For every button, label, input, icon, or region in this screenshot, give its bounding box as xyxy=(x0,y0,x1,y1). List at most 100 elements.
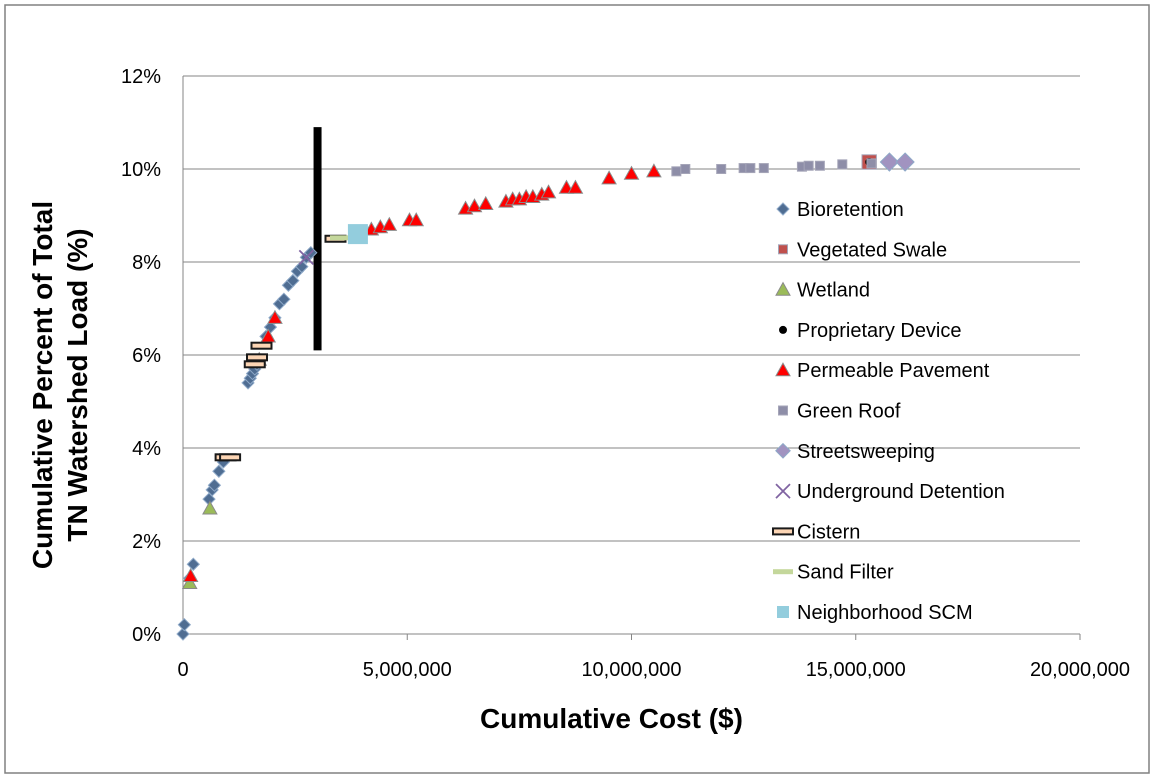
data-points xyxy=(176,152,915,641)
legend-marker-streetsweeping xyxy=(775,442,791,459)
legend-label-vegetated-swale: Vegetated Swale xyxy=(797,239,947,261)
x-axis-title: Cumulative Cost ($) xyxy=(480,703,743,734)
point-permeable-pavement-0 xyxy=(182,567,199,582)
point-permeable-pavement-10 xyxy=(466,198,483,213)
legend: Bioretention Vegetated Swale Wetland Propri… xyxy=(772,199,1005,624)
point-cistern-3 xyxy=(246,353,269,362)
series-underground-detention xyxy=(298,249,314,265)
legend-item-proprietary-device: Proprietary Device xyxy=(779,320,962,342)
legend-marker-wetland xyxy=(775,281,791,296)
x-tick-label-0: 0 xyxy=(177,659,188,681)
point-permeable-pavement-11 xyxy=(477,195,494,210)
point-permeable-pavement-8 xyxy=(408,212,425,227)
point-permeable-pavement-22 xyxy=(623,165,640,180)
y-tick-label-0: 0% xyxy=(132,624,161,646)
point-underground-detention-0 xyxy=(298,249,314,265)
point-bioretention-18 xyxy=(277,292,291,306)
legend-label-underground-detention: Underground Detention xyxy=(797,481,1005,503)
point-streetsweeping-1 xyxy=(895,152,915,172)
legend-item-vegetated-swale: Vegetated Swale xyxy=(778,239,947,261)
legend-label-permeable-pavement: Permeable Pavement xyxy=(797,360,990,382)
point-streetsweeping-0 xyxy=(879,152,900,172)
point-bioretention-3 xyxy=(186,557,201,571)
y-tick-label-4: 8% xyxy=(132,252,161,274)
legend-item-cistern: Cistern xyxy=(772,521,860,543)
x-tick-label-3: 15,000,000 xyxy=(806,659,906,681)
legend-label-streetsweeping: Streetsweeping xyxy=(797,441,935,463)
y-tick-label-6: 12% xyxy=(121,66,161,88)
legend-item-permeable-pavement: Permeable Pavement xyxy=(775,360,990,382)
y-tick-label-1: 2% xyxy=(132,531,161,553)
series-green-roof xyxy=(671,158,877,177)
point-bioretention-1 xyxy=(177,617,192,632)
x-tick-label-4: 20,000,000 xyxy=(1030,659,1130,681)
legend-marker-cistern xyxy=(772,527,794,536)
legend-marker-green-roof xyxy=(778,405,788,416)
y-axis-title: Cumulative Percent of Total TN Watershed … xyxy=(27,201,93,569)
legend-label-bioretention: Bioretention xyxy=(797,199,904,221)
point-permeable-pavement-20 xyxy=(567,179,584,194)
y-axis-title-line-0: Cumulative Percent of Total xyxy=(27,201,58,569)
legend-marker-underground-detention xyxy=(775,483,791,499)
point-green-roof-4 xyxy=(745,163,756,174)
series-neighborhood-scm xyxy=(347,224,368,245)
legend-label-sand-filter: Sand Filter xyxy=(797,562,894,584)
legend-item-green-roof: Green Roof xyxy=(778,401,901,423)
x-tick-label-2: 10,000,000 xyxy=(581,659,681,681)
point-green-roof-0 xyxy=(671,166,682,177)
legend-label-neighborhood-scm: Neighborhood SCM xyxy=(797,602,973,624)
x-tick-label-1: 5,000,000 xyxy=(363,659,452,681)
legend-marker-vegetated-swale xyxy=(778,244,788,255)
y-axis-title-line-1: TN Watershed Load (%) xyxy=(62,228,93,541)
point-green-roof-5 xyxy=(758,163,769,174)
point-green-roof-9 xyxy=(837,159,848,170)
point-permeable-pavement-3 xyxy=(267,309,283,324)
legend-label-green-roof: Green Roof xyxy=(797,401,901,423)
y-tick-label-2: 4% xyxy=(132,438,161,460)
point-wetland-0 xyxy=(181,574,198,589)
legend-marker-sand-filter xyxy=(773,569,793,575)
legend-marker-permeable-pavement xyxy=(775,362,791,377)
point-cistern-2 xyxy=(243,360,266,369)
legend-label-wetland: Wetland xyxy=(797,280,870,302)
chart-border xyxy=(4,4,1150,774)
legend-item-wetland: Wetland xyxy=(775,280,870,302)
point-green-roof-10 xyxy=(866,158,877,169)
legend-label-cistern: Cistern xyxy=(797,521,860,543)
legend-marker-underground-detention-b xyxy=(775,483,791,499)
point-permeable-pavement-23 xyxy=(646,163,662,178)
y-tick-labels: 0% 2% 4% 6% 8% 10% 12% xyxy=(121,66,161,646)
legend-item-bioretention: Bioretention xyxy=(776,199,904,221)
point-cistern-1 xyxy=(219,453,242,462)
series-sand-filter xyxy=(329,235,350,241)
point-green-roof-7 xyxy=(803,160,814,171)
legend-marker-bioretention xyxy=(776,202,790,216)
point-permeable-pavement-6 xyxy=(381,216,398,231)
point-bioretention-7 xyxy=(212,464,226,478)
point-underground-detention-0-b xyxy=(298,249,314,265)
point-cistern-4 xyxy=(250,341,273,350)
legend-item-sand-filter: Sand Filter xyxy=(773,562,894,584)
point-permeable-pavement-21 xyxy=(601,170,617,185)
point-sand-filter-0 xyxy=(329,235,350,241)
series-permeable-pavement xyxy=(182,163,662,582)
series-wetland xyxy=(181,500,218,589)
point-wetland-1 xyxy=(202,500,218,515)
point-bioretention-20 xyxy=(286,273,300,288)
x-tick-labels: 0 5,000,000 10,000,000 15,000,000 20,000,000 xyxy=(177,659,1130,681)
legend-item-underground-detention: Underground Detention xyxy=(775,481,1005,503)
legend-item-streetsweeping: Streetsweeping xyxy=(775,441,935,463)
legend-marker-neighborhood-scm xyxy=(777,606,789,618)
y-tick-label-3: 6% xyxy=(132,345,161,367)
legend-item-neighborhood-scm: Neighborhood SCM xyxy=(777,602,973,624)
y-tick-label-5: 10% xyxy=(121,159,161,181)
legend-label-proprietary-device: Proprietary Device xyxy=(797,320,962,342)
point-bioretention-0 xyxy=(176,627,190,641)
point-permeable-pavement-18 xyxy=(540,184,557,199)
legend-marker-proprietary-device xyxy=(779,325,787,334)
point-green-roof-1 xyxy=(680,164,691,174)
series-streetsweeping xyxy=(879,152,915,172)
point-bioretention-6 xyxy=(207,478,222,492)
